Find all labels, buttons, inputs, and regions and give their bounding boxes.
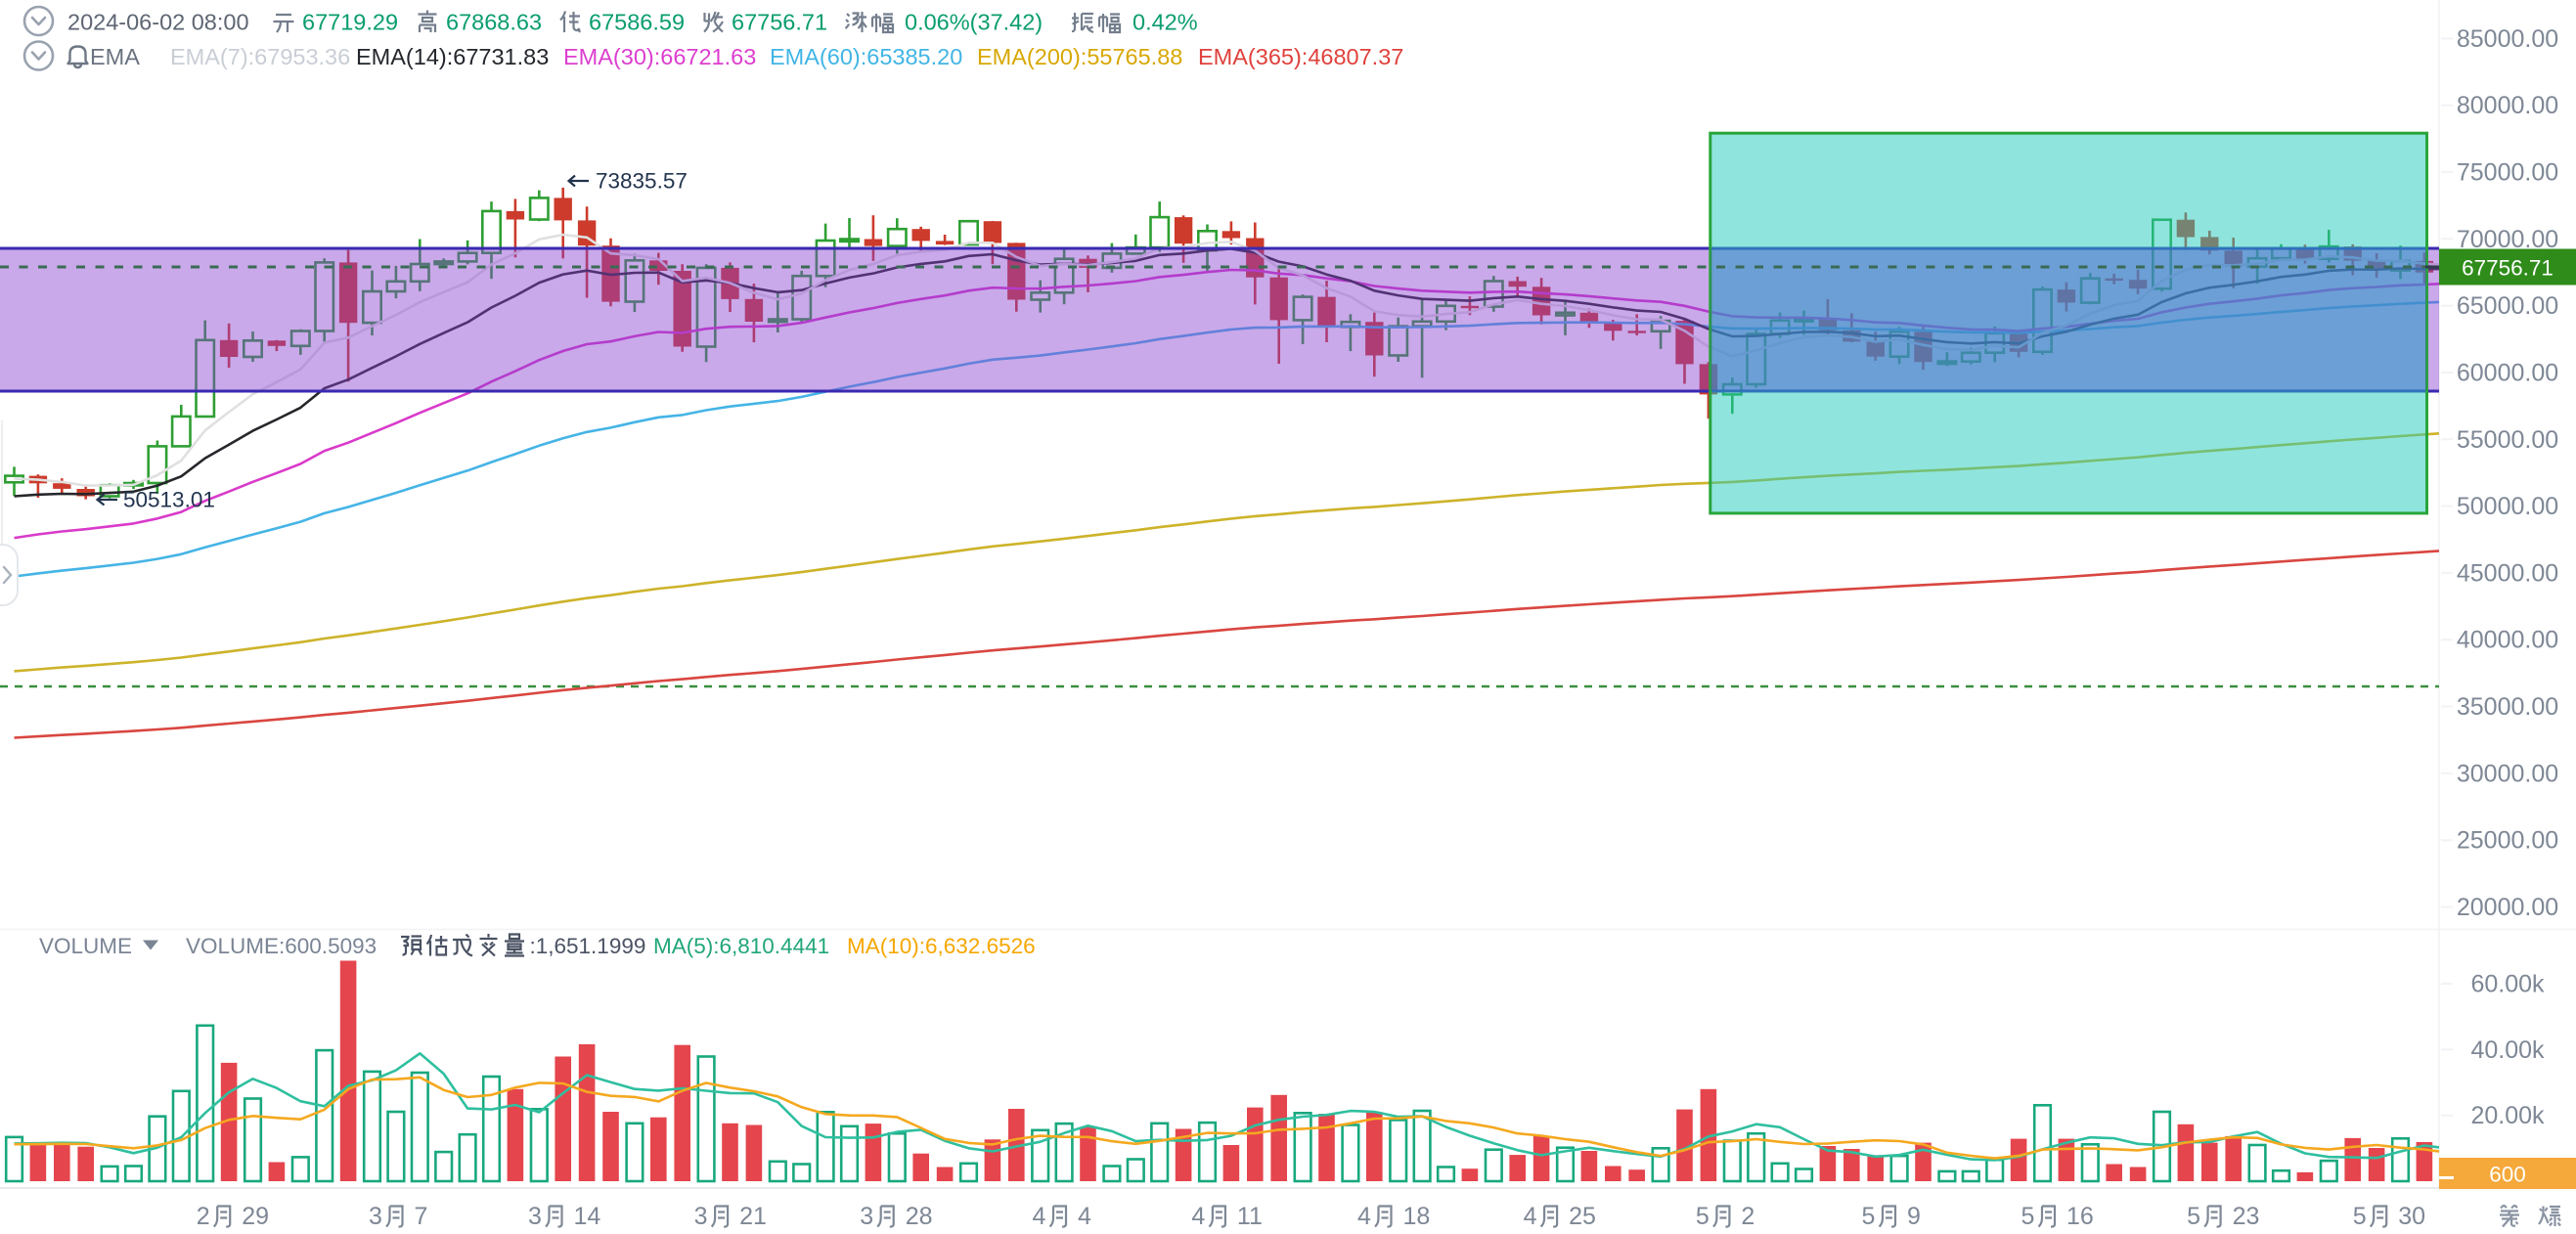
svg-text:65000.00: 65000.00 xyxy=(2457,292,2558,320)
svg-text:16: 16 xyxy=(2066,1203,2094,1230)
svg-text:EMA(200):55765.88: EMA(200):55765.88 xyxy=(977,44,1182,69)
svg-text:67756.71: 67756.71 xyxy=(732,10,827,35)
svg-text:40.00k: 40.00k xyxy=(2470,1036,2545,1064)
svg-text:4: 4 xyxy=(1191,1203,1205,1230)
svg-text:2024-06-02 08:00: 2024-06-02 08:00 xyxy=(67,10,249,35)
svg-text:4: 4 xyxy=(1033,1203,1046,1230)
svg-text:28: 28 xyxy=(906,1203,933,1230)
svg-text:35000.00: 35000.00 xyxy=(2457,693,2558,721)
svg-text:70000.00: 70000.00 xyxy=(2457,226,2558,253)
svg-text:7: 7 xyxy=(415,1203,428,1230)
svg-text:EMA(30):66721.63: EMA(30):66721.63 xyxy=(563,44,756,69)
svg-text:VOLUME:600.5093: VOLUME:600.5093 xyxy=(186,934,377,958)
svg-text:9: 9 xyxy=(1907,1203,1921,1230)
svg-text:5: 5 xyxy=(2021,1203,2035,1230)
svg-text:0.06%(37.42): 0.06%(37.42) xyxy=(905,10,1043,35)
svg-text:29: 29 xyxy=(242,1203,269,1230)
svg-text:MA(10):6,632.6526: MA(10):6,632.6526 xyxy=(847,934,1036,958)
svg-text:50513.01: 50513.01 xyxy=(123,488,215,512)
svg-text:67586.59: 67586.59 xyxy=(589,10,685,35)
svg-text:40000.00: 40000.00 xyxy=(2457,627,2558,654)
svg-text:73835.57: 73835.57 xyxy=(596,169,688,194)
svg-text:67719.29: 67719.29 xyxy=(302,10,398,35)
svg-text:11: 11 xyxy=(1237,1203,1263,1230)
svg-text:2: 2 xyxy=(1741,1203,1754,1230)
svg-text:3: 3 xyxy=(860,1203,873,1230)
svg-text:30000.00: 30000.00 xyxy=(2457,760,2558,787)
svg-text:5: 5 xyxy=(2353,1203,2367,1230)
svg-text:VOLUME: VOLUME xyxy=(39,934,132,958)
svg-text:80000.00: 80000.00 xyxy=(2457,92,2558,119)
svg-text:85000.00: 85000.00 xyxy=(2457,25,2558,53)
svg-text:3: 3 xyxy=(369,1203,382,1230)
svg-text:EMA(365):46807.37: EMA(365):46807.37 xyxy=(1198,44,1403,69)
svg-text:5: 5 xyxy=(2187,1203,2200,1230)
svg-text:600: 600 xyxy=(2489,1163,2526,1187)
svg-text:25000.00: 25000.00 xyxy=(2457,827,2558,855)
svg-text:45000.00: 45000.00 xyxy=(2457,559,2558,587)
svg-text:23: 23 xyxy=(2233,1203,2260,1230)
svg-text:EMA: EMA xyxy=(90,44,140,69)
svg-text:60.00k: 60.00k xyxy=(2470,971,2545,998)
svg-text:EMA(60):65385.20: EMA(60):65385.20 xyxy=(770,44,962,69)
svg-text:21: 21 xyxy=(739,1203,767,1230)
svg-text:EMA(14):67731.83: EMA(14):67731.83 xyxy=(356,44,549,69)
svg-text:5: 5 xyxy=(1696,1203,1710,1230)
svg-text:60000.00: 60000.00 xyxy=(2457,360,2558,387)
svg-text:20.00k: 20.00k xyxy=(2470,1102,2545,1129)
svg-text:3: 3 xyxy=(694,1203,708,1230)
svg-text:14: 14 xyxy=(574,1203,601,1230)
svg-text:4: 4 xyxy=(1524,1203,1537,1230)
svg-text:MA(5):6,810.4441: MA(5):6,810.4441 xyxy=(653,934,829,958)
svg-text:4: 4 xyxy=(1078,1203,1091,1230)
svg-text:2: 2 xyxy=(197,1203,210,1230)
svg-text:75000.00: 75000.00 xyxy=(2457,159,2558,187)
svg-text:25: 25 xyxy=(1569,1203,1596,1230)
svg-text:20000.00: 20000.00 xyxy=(2457,894,2558,921)
svg-text:30: 30 xyxy=(2398,1203,2425,1230)
svg-text:18: 18 xyxy=(1403,1203,1431,1230)
svg-text:67756.71: 67756.71 xyxy=(2462,256,2554,281)
svg-text:67868.63: 67868.63 xyxy=(446,10,542,35)
svg-text::1,651.1999: :1,651.1999 xyxy=(530,934,646,958)
svg-text:0.42%: 0.42% xyxy=(1133,10,1198,35)
svg-text:50000.00: 50000.00 xyxy=(2457,493,2558,520)
svg-text:55000.00: 55000.00 xyxy=(2457,426,2558,454)
svg-text:3: 3 xyxy=(528,1203,542,1230)
svg-text:5: 5 xyxy=(1862,1203,1876,1230)
svg-text:EMA(7):67953.36: EMA(7):67953.36 xyxy=(170,44,350,69)
svg-text:4: 4 xyxy=(1357,1203,1371,1230)
